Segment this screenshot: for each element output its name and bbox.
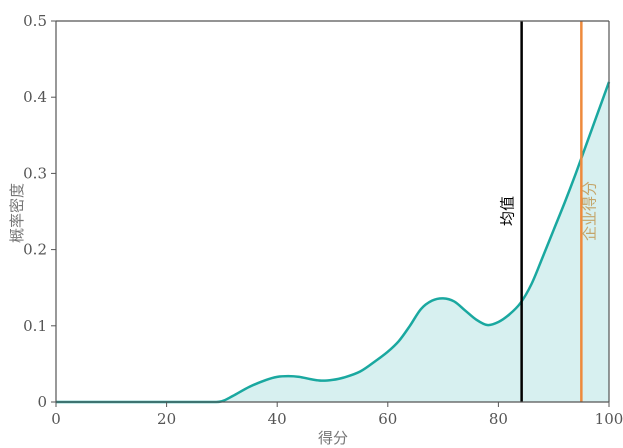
y-axis: 0 0.1 0.2 0.3 0.4 0.5 [23,12,57,411]
density-area-fill [56,81,609,403]
x-tick-label: 40 [268,410,287,428]
x-axis-title: 得分 [318,429,348,447]
x-tick-label: 60 [378,410,397,428]
y-tick-label: 0.1 [23,317,47,335]
x-tick-label: 80 [489,410,508,428]
density-curve [56,81,611,404]
x-tick-label: 20 [157,410,176,428]
y-tick-label: 0 [37,393,47,411]
plot-area: 均值 企业得分 [56,20,611,404]
x-tick-label: 0 [51,410,61,428]
x-tick-label: 100 [595,410,623,428]
y-tick-label: 0.5 [23,12,47,30]
y-tick-label: 0.3 [23,164,47,182]
x-axis: 0 20 40 60 80 100 [51,401,623,428]
mean-label: 均值 [499,196,517,226]
y-tick-label: 0.4 [23,88,47,106]
y-tick-label: 0.2 [23,241,47,259]
y-axis-title: 概率密度 [8,183,26,243]
company-score-label: 企业得分 [580,181,598,241]
